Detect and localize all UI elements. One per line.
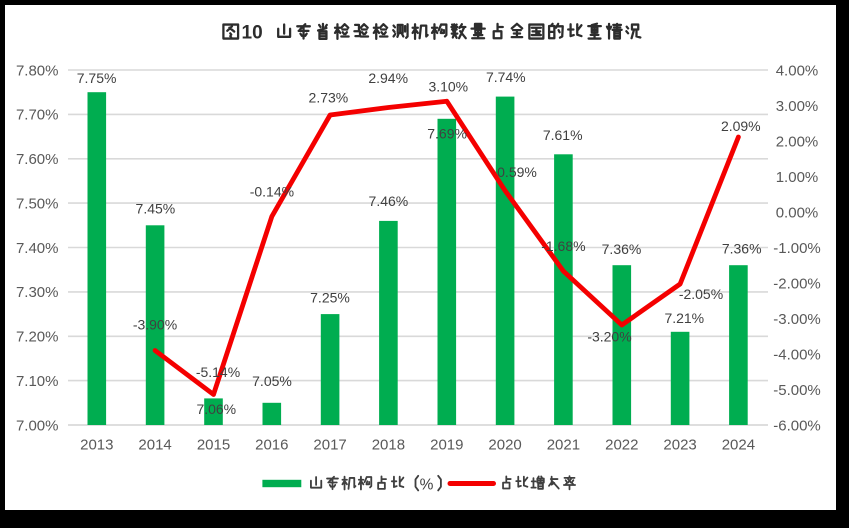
svg-text:7.10%: 7.10% xyxy=(16,373,59,390)
svg-text:7.06%: 7.06% xyxy=(196,401,236,417)
svg-text:2022: 2022 xyxy=(605,437,638,454)
svg-text:2020: 2020 xyxy=(488,437,521,454)
svg-text:2021: 2021 xyxy=(547,437,580,454)
svg-text:-5.14%: -5.14% xyxy=(196,364,240,380)
svg-text:2.09%: 2.09% xyxy=(721,118,761,134)
svg-text:0.00%: 0.00% xyxy=(776,204,819,221)
svg-text:1.00%: 1.00% xyxy=(776,169,819,186)
svg-text:7.20%: 7.20% xyxy=(16,329,59,346)
svg-text:7.21%: 7.21% xyxy=(664,310,704,326)
svg-text:4.00%: 4.00% xyxy=(776,62,819,79)
svg-text:-3.20%: -3.20% xyxy=(587,329,631,345)
svg-text:-6.00%: -6.00% xyxy=(773,417,821,434)
svg-text:-0.14%: -0.14% xyxy=(250,184,294,200)
svg-text:2013: 2013 xyxy=(80,437,113,454)
svg-text:2024: 2024 xyxy=(722,437,755,454)
svg-text:7.05%: 7.05% xyxy=(252,373,292,389)
svg-text:7.74%: 7.74% xyxy=(486,69,526,85)
svg-text:-4.00%: -4.00% xyxy=(773,346,821,363)
svg-text:7.61%: 7.61% xyxy=(543,127,583,143)
svg-text:3.10%: 3.10% xyxy=(428,78,468,94)
svg-text:2014: 2014 xyxy=(138,437,171,454)
svg-text:7.25%: 7.25% xyxy=(310,289,350,305)
svg-text:7.45%: 7.45% xyxy=(136,200,176,216)
svg-text:-1.00%: -1.00% xyxy=(773,240,821,257)
svg-text:2015: 2015 xyxy=(197,437,230,454)
svg-text:7.30%: 7.30% xyxy=(16,284,59,301)
svg-text:7.75%: 7.75% xyxy=(77,70,117,86)
svg-text:7.60%: 7.60% xyxy=(16,151,59,168)
svg-text:-3.00%: -3.00% xyxy=(773,311,821,328)
svg-text:-5.00%: -5.00% xyxy=(773,382,821,399)
svg-text:-2.05%: -2.05% xyxy=(679,286,723,302)
svg-text:3.00%: 3.00% xyxy=(776,98,819,115)
svg-text:10: 10 xyxy=(242,22,263,43)
svg-text:2016: 2016 xyxy=(255,437,288,454)
svg-text:2018: 2018 xyxy=(372,437,405,454)
svg-text:2017: 2017 xyxy=(313,437,346,454)
svg-text:2023: 2023 xyxy=(663,437,696,454)
svg-text:7.36%: 7.36% xyxy=(602,241,642,257)
svg-text:7.80%: 7.80% xyxy=(16,62,59,79)
svg-text:7.00%: 7.00% xyxy=(16,417,59,434)
svg-text:-3.90%: -3.90% xyxy=(133,317,177,333)
svg-text:2.00%: 2.00% xyxy=(776,133,819,150)
svg-text:%: % xyxy=(420,477,434,494)
svg-text:2.73%: 2.73% xyxy=(309,90,349,106)
svg-text:7.50%: 7.50% xyxy=(16,195,59,212)
svg-text:-2.00%: -2.00% xyxy=(773,275,821,292)
svg-text:2.94%: 2.94% xyxy=(368,70,408,86)
svg-text:2019: 2019 xyxy=(430,437,463,454)
svg-text:-1.68%: -1.68% xyxy=(541,238,585,254)
svg-text:7.40%: 7.40% xyxy=(16,240,59,257)
svg-text:7.70%: 7.70% xyxy=(16,107,59,124)
svg-text:7.36%: 7.36% xyxy=(722,240,762,256)
svg-text:0.59%: 0.59% xyxy=(497,164,537,180)
svg-text:7.46%: 7.46% xyxy=(369,193,409,209)
svg-text:7.69%: 7.69% xyxy=(427,125,467,141)
